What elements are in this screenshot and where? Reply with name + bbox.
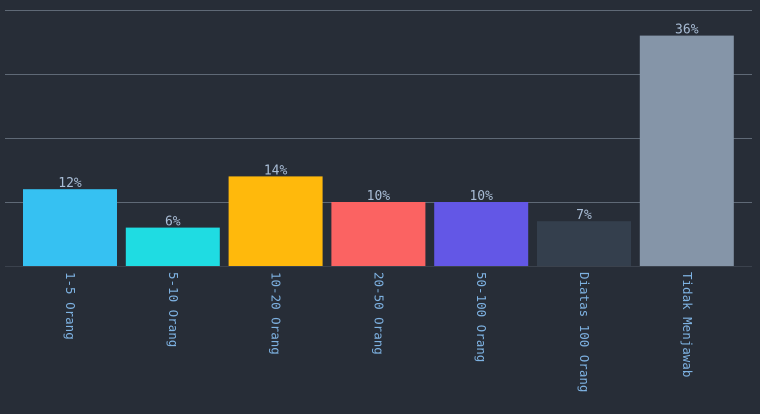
x-tick-label: 1-5 Orang [63, 272, 78, 340]
x-tick-label: Tidak Menjawab [680, 272, 695, 377]
x-tick-labels: 1-5 Orang 5-10 Orang 10-20 Orang 20-50 Oran… [63, 272, 695, 392]
bar [125, 227, 220, 266]
x-tick-label: 50-100 Orang [474, 272, 489, 362]
x-tick-label: 10-20 Orang [269, 272, 284, 355]
data-label: 36% [675, 23, 699, 38]
x-tick-label: 5-10 Orang [166, 272, 181, 347]
gridlines [5, 10, 752, 267]
data-label: 7% [576, 208, 592, 223]
bar [228, 176, 323, 266]
bar [537, 221, 631, 266]
data-label: 10% [469, 189, 493, 204]
x-tick-label: 20-50 Orang [371, 272, 386, 355]
data-label: 10% [367, 189, 391, 204]
data-label: 12% [58, 176, 82, 191]
data-label: 6% [165, 215, 181, 230]
bars [23, 35, 734, 266]
value-labels: 12% 6% 14% 10% 10% 7% 36% [58, 23, 698, 230]
x-tick-label: Diatas 100 Orang [577, 272, 592, 392]
bar [639, 35, 734, 266]
bar [331, 202, 426, 266]
bar [23, 189, 117, 266]
data-label: 14% [264, 163, 288, 178]
bar [434, 202, 529, 266]
